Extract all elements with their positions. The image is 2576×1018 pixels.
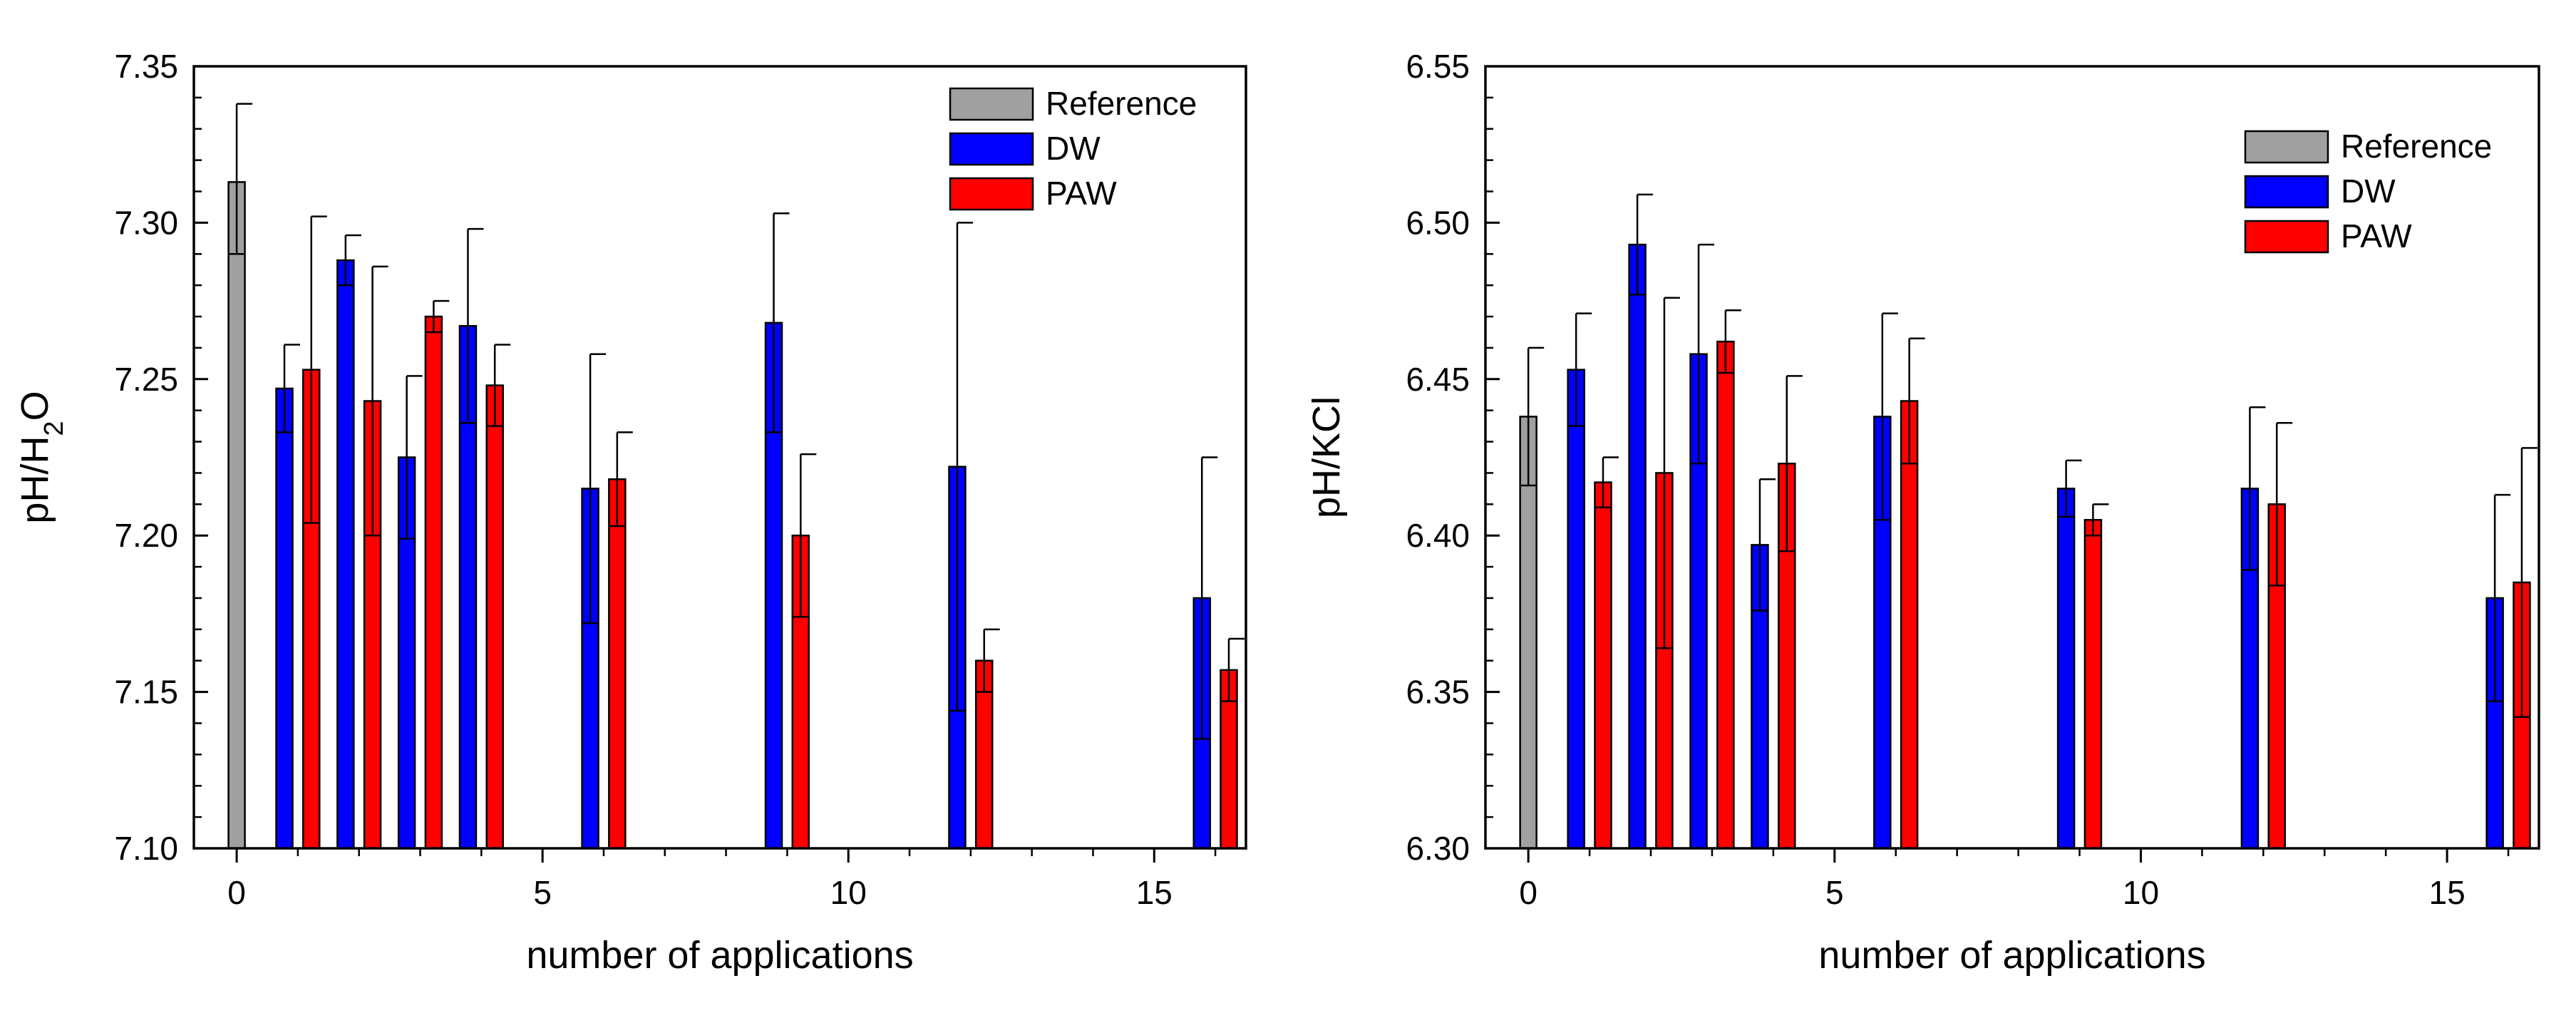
legend-swatch-dw xyxy=(2244,175,2329,209)
plot-frame xyxy=(1484,65,2540,850)
y-tick-label: 6.55 xyxy=(1406,48,1470,85)
y-tick-label: 6.30 xyxy=(1406,830,1470,867)
chart-panel-2: 6.30 6.35 6.40 6.45 6.50 6.55 0 5 10 15 number of … xyxy=(1305,48,2540,977)
bar-paw xyxy=(485,384,504,850)
legend-swatch-dw xyxy=(949,132,1034,166)
legend: Reference DW PAW xyxy=(2244,128,2492,254)
x-tick-label: 5 xyxy=(1825,874,1844,911)
y-axis-title-tail: O xyxy=(14,391,56,421)
y-tick-label: 6.50 xyxy=(1406,204,1470,241)
y-tick-label: 6.40 xyxy=(1406,517,1470,554)
x-tick-label: 15 xyxy=(1136,874,1173,911)
legend-label-reference: Reference xyxy=(2341,128,2492,165)
legend-label-paw: PAW xyxy=(1046,175,1117,212)
bar-paw xyxy=(2083,519,2103,850)
y-axis-title-subscript: 2 xyxy=(39,421,69,436)
legend-swatch-reference xyxy=(2244,130,2329,164)
bar-paw xyxy=(424,315,443,850)
y-tick-label: 7.15 xyxy=(114,674,178,711)
legend-swatch-reference xyxy=(949,87,1034,121)
legend-label-dw: DW xyxy=(2341,173,2396,210)
y-tick-label: 7.30 xyxy=(114,204,178,241)
legend: Reference DW PAW xyxy=(949,85,1197,212)
y-axis-title-main: pH/H xyxy=(14,436,56,524)
y-axis-title: pH/H2O xyxy=(14,391,69,523)
bar-dw xyxy=(275,387,294,850)
legend-swatch-paw xyxy=(2244,220,2329,254)
legend-label-dw: DW xyxy=(1046,130,1101,167)
y-axis-title: pH/KCl xyxy=(1305,396,1348,518)
y-tick-label: 6.35 xyxy=(1406,674,1470,711)
x-tick-label: 15 xyxy=(2429,874,2466,911)
x-tick-label: 10 xyxy=(830,874,867,911)
x-axis-title: number of applications xyxy=(1818,934,2205,977)
y-tick-label: 7.35 xyxy=(114,48,178,85)
bar-dw xyxy=(1628,243,1647,850)
bar-reference xyxy=(227,181,246,850)
bar-paw xyxy=(1900,400,1919,850)
legend-label-reference: Reference xyxy=(1046,85,1197,122)
x-tick-label: 5 xyxy=(533,874,552,911)
y-axis-title-main: pH/KCl xyxy=(1305,396,1348,518)
legend-label-paw: PAW xyxy=(2341,217,2412,254)
chart-panel-1: 7.10 7.15 7.20 7.25 7.30 7.35 0 5 10 15 number of … xyxy=(14,48,1247,977)
y-tick-label: 7.10 xyxy=(114,830,178,867)
y-tick-label: 7.25 xyxy=(114,361,178,398)
y-tick-label: 7.20 xyxy=(114,517,178,554)
plot-frame xyxy=(192,65,1247,850)
y-tick-label: 6.45 xyxy=(1406,361,1470,398)
bar-dw xyxy=(2056,488,2076,850)
x-tick-label: 0 xyxy=(227,874,246,911)
bar-dw xyxy=(336,259,355,850)
bar-dw xyxy=(1567,369,1585,850)
x-tick-label: 10 xyxy=(2123,874,2159,911)
x-tick-label: 0 xyxy=(1519,874,1537,911)
bar-paw xyxy=(1594,481,1612,850)
bar-paw xyxy=(608,478,627,850)
bar-paw xyxy=(1716,340,1735,850)
legend-swatch-paw xyxy=(949,177,1034,211)
x-axis-title: number of applications xyxy=(526,934,913,977)
